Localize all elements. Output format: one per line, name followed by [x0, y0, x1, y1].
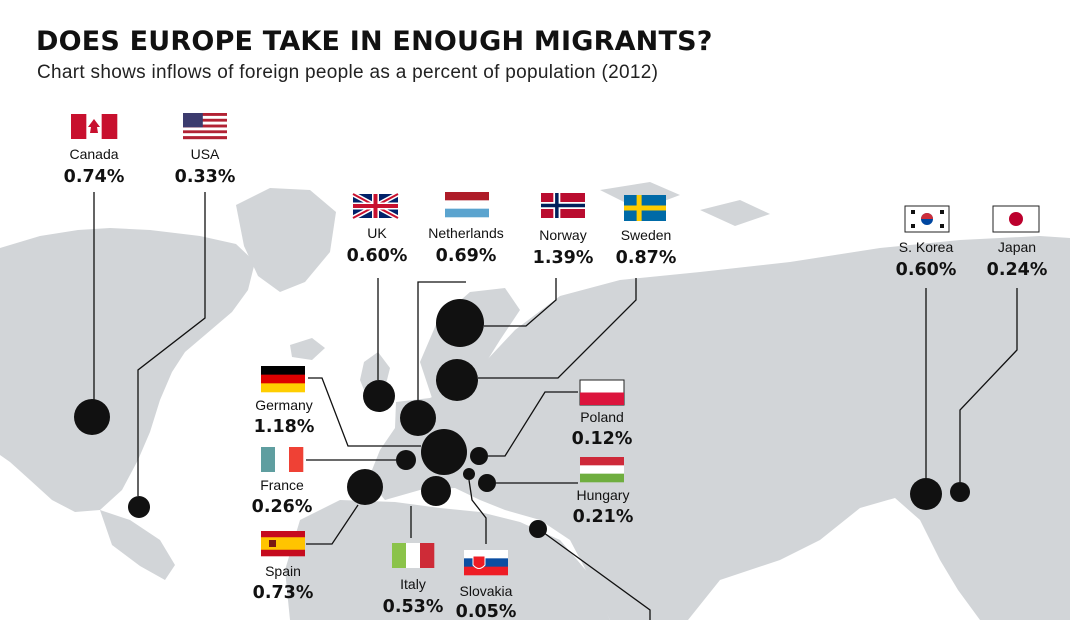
value-label-france: 0.26%	[252, 497, 313, 517]
value-label-spain: 0.73%	[253, 583, 314, 603]
value-label-usa: 0.33%	[175, 167, 236, 187]
leader-line-poland	[488, 391, 578, 457]
flag-netherlands-icon	[445, 192, 489, 218]
flag-hungary-icon	[580, 457, 624, 483]
flags	[71, 113, 1040, 576]
flag-sweden-icon	[624, 195, 666, 221]
value-label-germany: 1.18%	[254, 417, 315, 437]
country-name-spain: Spain	[265, 563, 301, 579]
flag-uk-icon	[351, 191, 400, 221]
country-name-uk: UK	[367, 225, 387, 241]
country-name-slovakia: Slovakia	[460, 583, 513, 599]
flag-norway-icon	[541, 193, 585, 218]
land-mass	[955, 470, 998, 530]
country-name-s-korea: S. Korea	[899, 239, 954, 255]
bubble-italy	[421, 476, 451, 506]
bubble-uk	[363, 380, 395, 412]
country-name-germany: Germany	[255, 397, 313, 413]
leader-line-japan	[959, 288, 1018, 482]
country-name-sweden: Sweden	[621, 227, 672, 243]
land-mass	[285, 500, 610, 620]
chart-subtitle: Chart shows inflows of foreign people as…	[37, 62, 659, 83]
flag-spain-icon	[261, 531, 305, 557]
flag-japan-icon	[992, 205, 1040, 233]
bubble-norway	[436, 299, 484, 347]
bubble-canada	[74, 399, 110, 435]
value-label-italy: 0.53%	[383, 597, 444, 617]
value-label-hungary: 0.21%	[573, 507, 634, 527]
value-label-norway: 1.39%	[533, 248, 594, 268]
country-name-france: France	[260, 477, 304, 493]
value-label-poland: 0.12%	[572, 429, 633, 449]
country-name-usa: USA	[191, 146, 220, 162]
bubble-unlabeled	[529, 520, 547, 538]
bubble-germany	[421, 429, 467, 475]
flag-usa-icon	[183, 113, 227, 140]
leader-line-netherlands	[417, 281, 466, 400]
country-name-poland: Poland	[580, 409, 624, 425]
country-name-netherlands: Netherlands	[428, 225, 504, 241]
flag-poland-icon	[579, 379, 625, 406]
flag-france-icon	[261, 447, 304, 472]
bubble-usa	[128, 496, 150, 518]
flag-germany-icon	[261, 366, 305, 393]
bubble-slovakia	[463, 468, 475, 480]
country-labels: Canada 0.74% USA 0.33% UK 0.60% Netherlands 0.6…	[64, 146, 1048, 620]
leader-line-norway	[484, 278, 557, 327]
leader-line-usa	[137, 192, 206, 496]
land-mass	[236, 188, 336, 292]
value-label-uk: 0.60%	[347, 246, 408, 266]
country-name-hungary: Hungary	[577, 487, 630, 503]
bubble-poland	[470, 447, 488, 465]
bubble-sweden	[436, 359, 478, 401]
land-mass	[100, 510, 175, 580]
value-label-japan: 0.24%	[987, 260, 1048, 280]
bubbles	[74, 299, 970, 538]
leader-line-unlabeled	[539, 529, 651, 620]
bubble-s-korea	[910, 478, 942, 510]
flag-italy-icon	[392, 543, 435, 568]
flag-slovakia-icon	[464, 550, 508, 576]
land-mass	[0, 228, 255, 512]
chart-title: DOES EUROPE TAKE IN ENOUGH MIGRANTS?	[36, 26, 713, 57]
bubble-france	[396, 450, 416, 470]
land-mass	[368, 236, 1070, 620]
land-mass	[700, 200, 770, 226]
bubble-spain	[347, 469, 383, 505]
leader-line-spain	[306, 504, 359, 545]
country-name-japan: Japan	[998, 239, 1036, 255]
flag-canada-icon	[71, 114, 118, 139]
leader-lines	[93, 192, 1018, 620]
value-label-s-korea: 0.60%	[896, 260, 957, 280]
leader-line-slovakia	[468, 479, 487, 544]
country-name-norway: Norway	[539, 227, 586, 243]
country-name-canada: Canada	[69, 146, 118, 162]
flag-s-korea-icon	[904, 205, 950, 233]
bubble-japan	[950, 482, 970, 502]
country-name-italy: Italy	[400, 576, 426, 592]
value-label-sweden: 0.87%	[616, 248, 677, 268]
value-label-canada: 0.74%	[64, 167, 125, 187]
bubble-hungary	[478, 474, 496, 492]
leader-line-sweden	[478, 278, 637, 379]
value-label-netherlands: 0.69%	[436, 246, 497, 266]
land-mass	[290, 338, 325, 360]
bubble-netherlands	[400, 400, 436, 436]
value-label-slovakia: 0.05%	[456, 602, 517, 620]
leader-line-germany	[308, 377, 421, 447]
